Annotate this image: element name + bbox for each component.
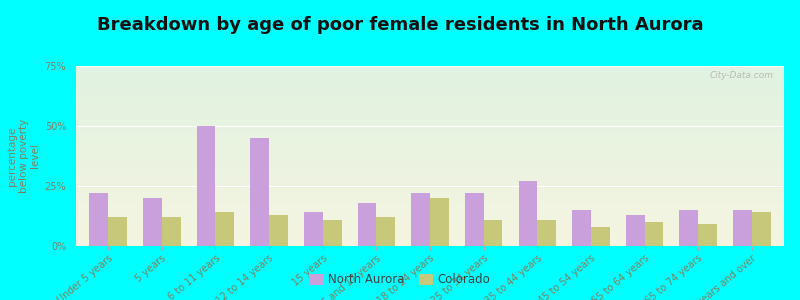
Bar (698, 224, 717, 246)
Text: Breakdown by age of poor female residents in North Aurora: Breakdown by age of poor female resident… (97, 16, 703, 34)
Bar (90, 193, 108, 246)
Bar (269, 215, 288, 246)
Bar (250, 138, 269, 246)
Bar (591, 227, 610, 246)
Bar (215, 212, 234, 246)
Y-axis label: percentage
below poverty
level: percentage below poverty level (7, 119, 41, 193)
Bar (538, 220, 556, 246)
Legend: North Aurora, Colorado: North Aurora, Colorado (305, 269, 495, 291)
Bar (304, 212, 322, 246)
Bar (197, 126, 215, 246)
Bar (430, 198, 449, 246)
Bar (733, 210, 752, 246)
Bar (358, 203, 376, 246)
Bar (679, 210, 698, 246)
Bar (572, 210, 591, 246)
Bar (752, 212, 770, 246)
Bar (162, 217, 181, 246)
Bar (376, 217, 395, 246)
Bar (626, 215, 645, 246)
Bar (518, 181, 538, 246)
Text: City-Data.com: City-Data.com (710, 71, 774, 80)
Bar (645, 222, 663, 246)
Bar (465, 193, 484, 246)
Bar (484, 220, 502, 246)
Bar (143, 198, 162, 246)
Bar (322, 220, 342, 246)
Bar (108, 217, 127, 246)
Bar (411, 193, 430, 246)
